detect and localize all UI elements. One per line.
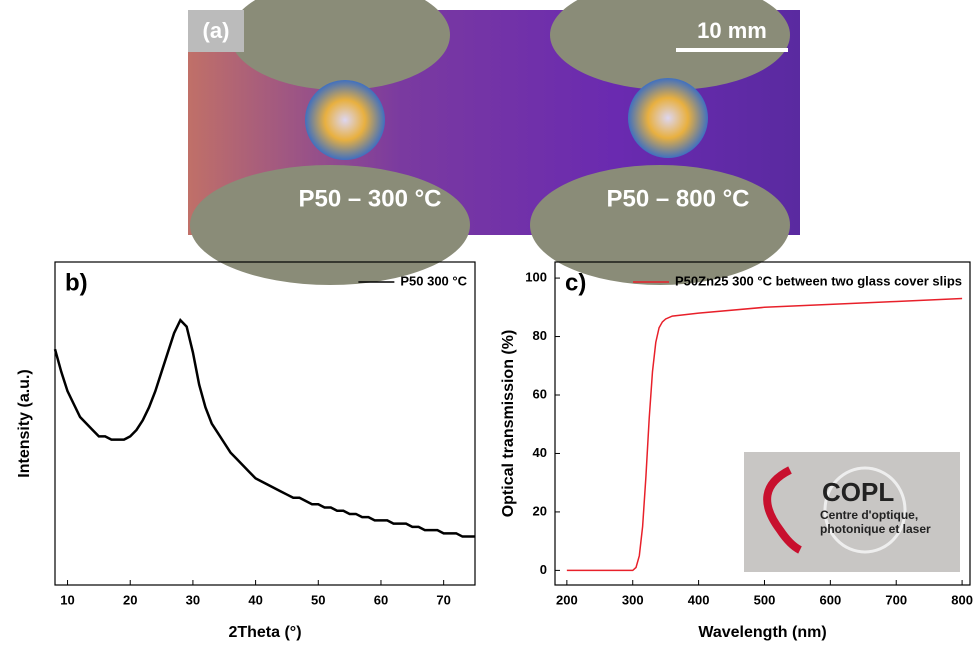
x-axis-title: 2Theta (°) (228, 624, 301, 641)
x-tick-label: 20 (123, 592, 137, 607)
legend-label: P50Zn25 300 °C between two glass cover s… (675, 273, 962, 288)
inset-text: Centre d'optique, (820, 508, 918, 522)
inset-text: photonique et laser (820, 522, 931, 536)
data-line (566, 297, 963, 572)
x-tick-label: 800 (951, 592, 973, 607)
x-tick-label: 60 (374, 592, 388, 607)
plot-frame (554, 261, 971, 586)
photo-caption: P50 – 300 °C (298, 185, 441, 212)
x-tick-label: 600 (819, 592, 841, 607)
x-tick-label: 40 (248, 592, 262, 607)
x-tick-label: 70 (436, 592, 450, 607)
panel-label: c) (565, 269, 586, 296)
y-axis-title: Intensity (a.u.) (16, 369, 33, 477)
x-tick-label: 400 (688, 592, 710, 607)
plot-frame (54, 261, 476, 586)
x-tick-label: 50 (311, 592, 325, 607)
x-tick-label: 500 (754, 592, 776, 607)
y-axis-title: Optical transmission (%) (500, 330, 517, 518)
scale-bar-label: 10 mm (697, 18, 767, 43)
x-tick-label: 30 (186, 592, 200, 607)
data-line (53, 317, 475, 538)
y-tick-label: 80 (533, 328, 547, 343)
y-tick-label: 0 (540, 562, 547, 577)
panel-label: b) (65, 269, 88, 296)
y-tick-label: 20 (533, 503, 547, 518)
y-tick-label: 60 (533, 386, 547, 401)
y-tick-label: 40 (533, 445, 547, 460)
x-tick-label: 200 (556, 592, 578, 607)
y-tick-label: 100 (525, 270, 547, 285)
photo-label: (a) (203, 18, 230, 43)
x-tick-label: 300 (622, 592, 644, 607)
legend-label: P50 300 °C (400, 273, 467, 288)
x-tick-label: 10 (60, 592, 74, 607)
inset-photo: COPL Centre d'optique, photonique et las… (744, 452, 960, 572)
x-tick-label: 700 (885, 592, 907, 607)
x-axis-title: Wavelength (nm) (698, 624, 826, 641)
photo: (a) 10 mm P50 – 300 °C P50 – 800 °C (188, 0, 800, 285)
photo-caption: P50 – 800 °C (606, 185, 749, 212)
inset-logo: COPL (822, 477, 894, 507)
